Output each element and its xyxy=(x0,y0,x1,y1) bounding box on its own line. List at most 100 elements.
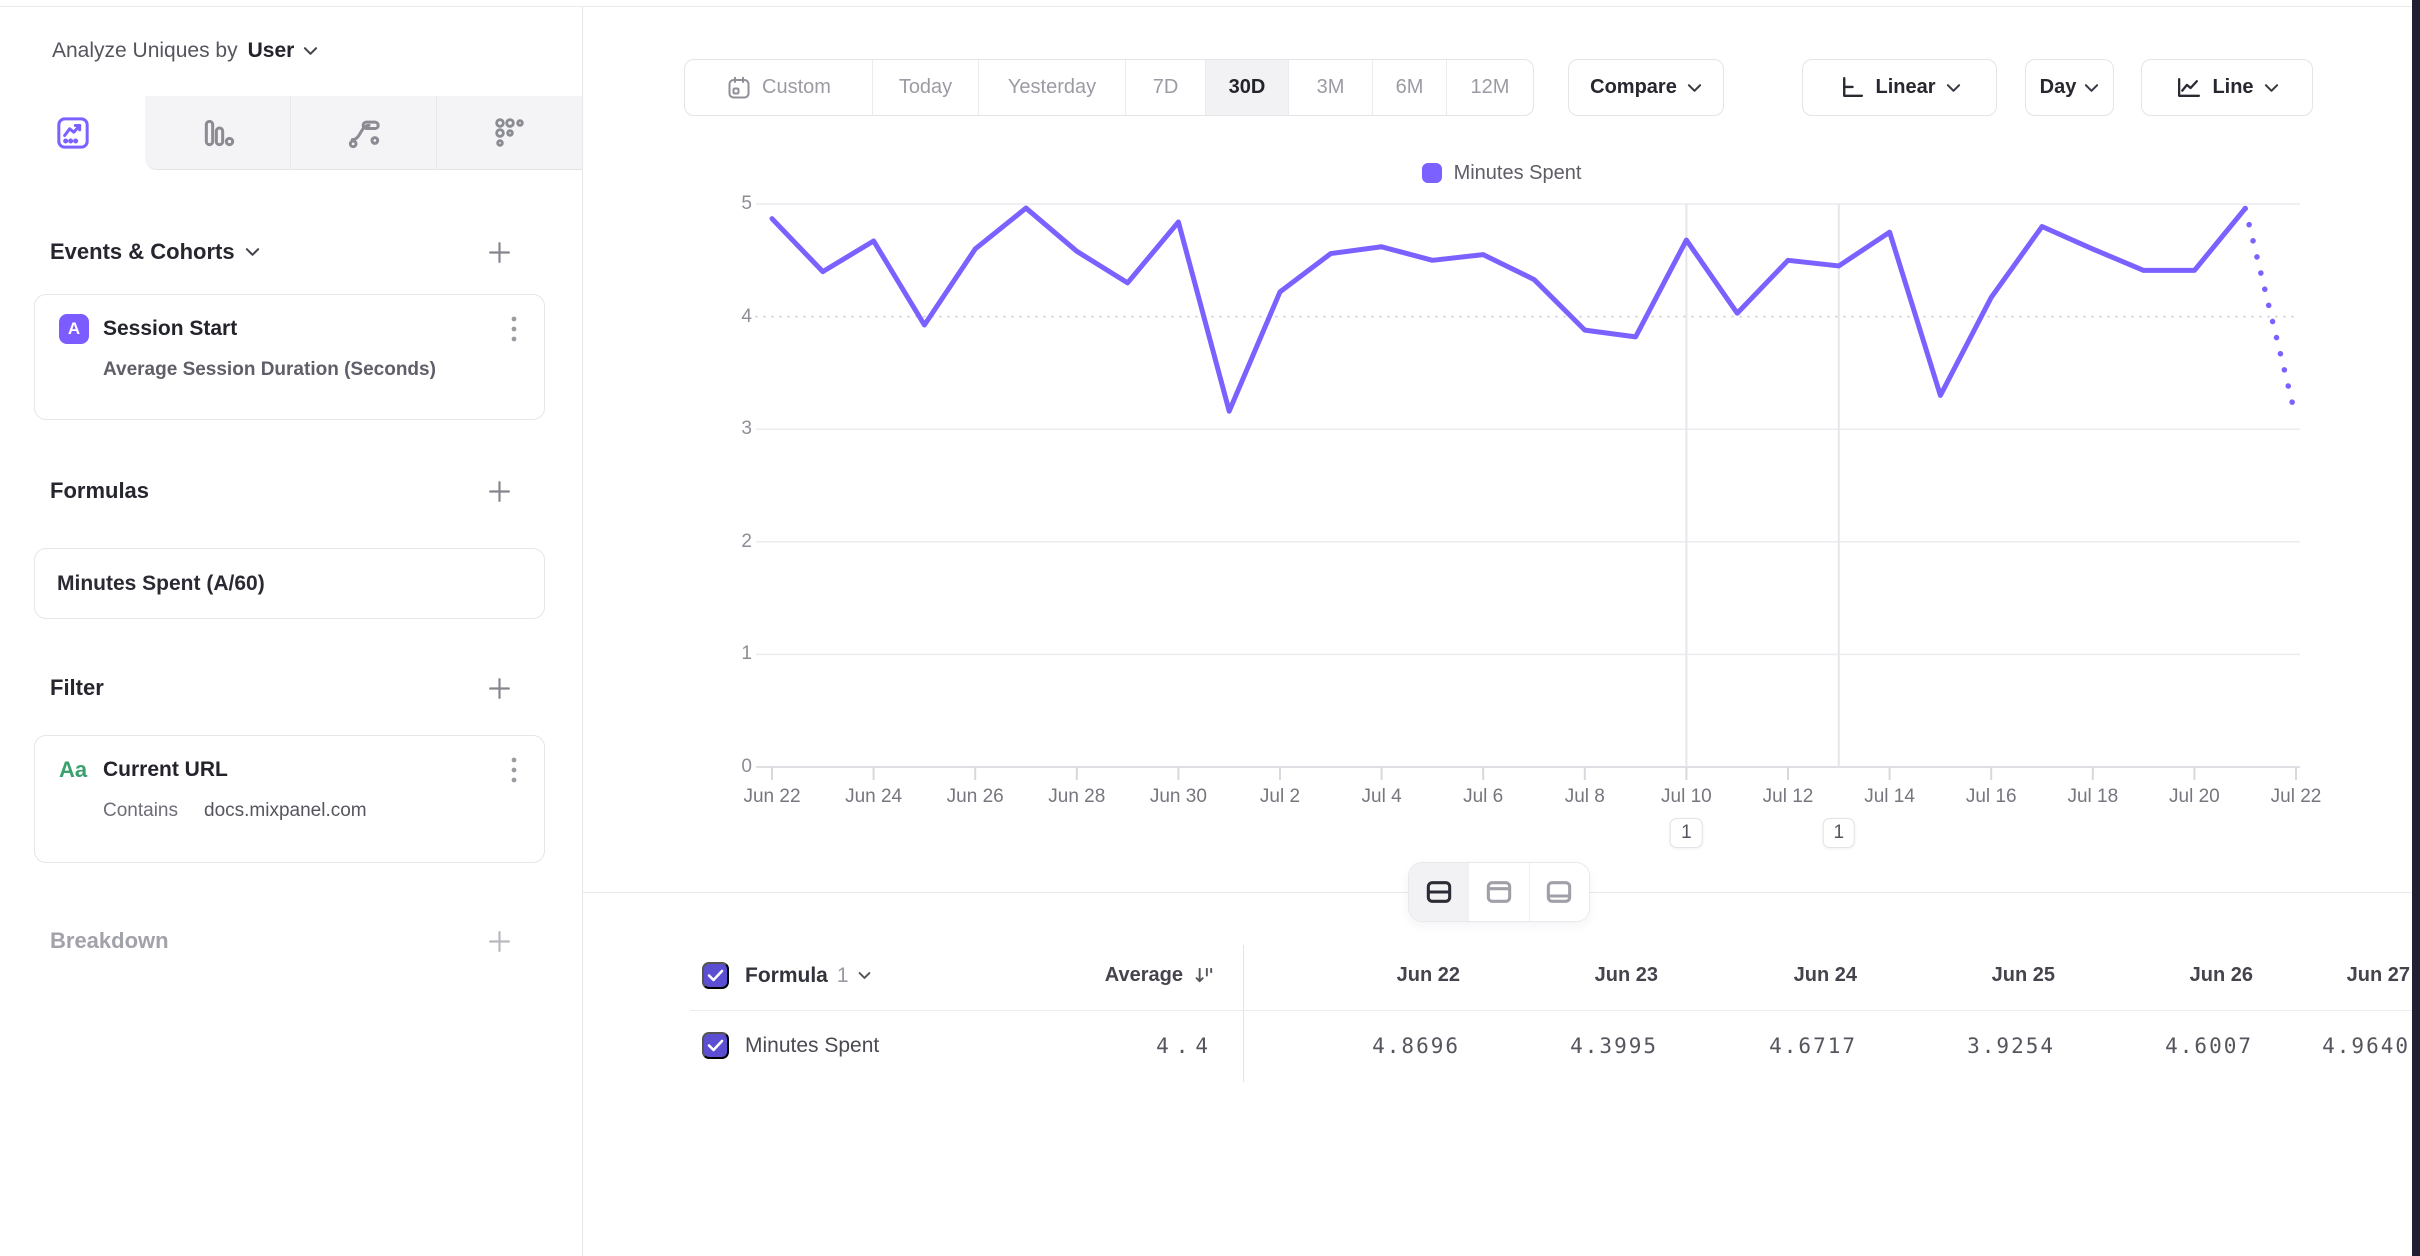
x-tick-label: Jul 6 xyxy=(1463,786,1504,807)
filter-value[interactable]: docs.mixpanel.com xyxy=(204,800,367,821)
event-title: Session Start xyxy=(103,317,238,340)
average-label: Average xyxy=(1104,964,1183,986)
chevron-down-icon xyxy=(245,247,260,257)
chevron-down-icon xyxy=(303,46,318,56)
row-checkbox-minutes-spent[interactable] xyxy=(702,1032,729,1059)
scale-label: Linear xyxy=(1875,76,1936,98)
legend-label: Minutes Spent xyxy=(1453,161,1582,184)
layout-split-view-button[interactable] xyxy=(1409,863,1470,921)
frozen-column-divider xyxy=(1243,945,1244,1082)
chevron-down-icon xyxy=(1687,83,1702,93)
line-chart-type-icon xyxy=(2175,74,2202,101)
x-tick-label: Jun 24 xyxy=(845,786,903,807)
formula-group-dropdown[interactable]: Formula 1 xyxy=(745,941,871,1010)
average-value: 4.4 xyxy=(1156,1034,1215,1058)
range-option-label: 3M xyxy=(1316,76,1345,98)
x-tick-label: Jun 26 xyxy=(946,786,1004,807)
range-option-30d[interactable]: 30D xyxy=(1206,60,1289,115)
analyze-by-dropdown[interactable]: User xyxy=(248,39,319,63)
scale-dropdown[interactable]: Linear xyxy=(1802,59,1997,116)
formula-card[interactable]: Minutes Spent (A/60) xyxy=(34,548,545,619)
formula-group-checkbox[interactable] xyxy=(702,962,729,989)
date-range-control: Custom Today Yesterday 7D 30D 3M 6M 12M xyxy=(684,59,1534,116)
tab-funnels[interactable] xyxy=(145,96,290,170)
add-formula-button[interactable] xyxy=(486,478,513,505)
date-column-header[interactable]: Jun 22 xyxy=(1396,964,1460,986)
formula-card-title: Minutes Spent (A/60) xyxy=(57,571,265,595)
range-option-custom[interactable]: Custom xyxy=(685,60,873,115)
add-event-button[interactable] xyxy=(486,239,513,266)
date-column-value: 4.9640 xyxy=(2322,1034,2410,1058)
chevron-down-icon xyxy=(2084,83,2099,93)
flows-icon xyxy=(344,113,384,153)
x-tick-label: Jun 22 xyxy=(743,786,801,807)
tab-insights[interactable] xyxy=(0,96,145,170)
window-top-border xyxy=(0,6,2420,7)
filter-card-current-url[interactable]: Aa Current URL Contains docs.mixpanel.co… xyxy=(34,735,545,863)
sidebar: Analyze Uniques by User xyxy=(0,7,583,1256)
average-column-header[interactable]: Average xyxy=(1000,941,1215,1010)
annotation-count-badge[interactable]: 1 xyxy=(1670,818,1703,848)
range-option-label: 30D xyxy=(1228,76,1266,98)
tab-retention[interactable] xyxy=(436,96,582,170)
range-option-label: 7D xyxy=(1152,76,1179,98)
x-tick-label: Jul 12 xyxy=(1762,786,1814,807)
add-filter-button[interactable] xyxy=(486,675,513,702)
y-tick-label: 1 xyxy=(741,643,752,665)
chart-legend: Minutes Spent xyxy=(583,158,2420,188)
event-aggregation-label[interactable]: Average Session Duration (Seconds) xyxy=(103,359,436,380)
x-tick-label: Jul 10 xyxy=(1661,786,1712,807)
x-tick-label: Jul 14 xyxy=(1864,786,1915,807)
layout-chart-only-button[interactable] xyxy=(1469,863,1530,921)
filter-kebab-menu[interactable] xyxy=(510,755,518,785)
events-section-header: Events & Cohorts xyxy=(50,229,513,275)
incomplete-period-dotted-segment xyxy=(2242,205,2299,421)
range-option-today[interactable]: Today xyxy=(873,60,979,115)
x-tick-label: Jun 30 xyxy=(1149,786,1207,807)
range-option-label: Today xyxy=(898,76,953,98)
date-column-header[interactable]: Jun 27 xyxy=(2346,964,2410,986)
date-column-header[interactable]: Jun 23 xyxy=(1594,964,1658,986)
formula-group-label: Formula xyxy=(745,963,828,987)
retention-dots-icon xyxy=(490,113,530,153)
range-option-6m[interactable]: 6M xyxy=(1373,60,1447,115)
range-option-yesterday[interactable]: Yesterday xyxy=(979,60,1126,115)
funnels-bars-icon xyxy=(198,113,238,153)
formula-group-number: 1 xyxy=(836,963,849,987)
x-tick-label: Jun 28 xyxy=(1048,786,1106,807)
x-tick-label: Jul 22 xyxy=(2270,786,2322,807)
granularity-dropdown[interactable]: Day xyxy=(2025,59,2114,116)
y-tick-label: 3 xyxy=(741,418,752,440)
chevron-down-icon xyxy=(858,971,871,980)
range-option-12m[interactable]: 12M xyxy=(1447,60,1533,115)
range-option-3m[interactable]: 3M xyxy=(1289,60,1373,115)
x-tick-label: Jul 4 xyxy=(1361,786,1402,807)
formulas-section-header: Formulas xyxy=(50,468,513,514)
add-breakdown-button[interactable] xyxy=(486,928,513,955)
y-tick-label: 0 xyxy=(741,756,752,777)
annotation-count-badge[interactable]: 1 xyxy=(1822,818,1856,848)
date-column-value: 4.8696 xyxy=(1372,1034,1460,1058)
event-card-session-start[interactable]: A Session Start Average Session Duration… xyxy=(34,294,545,420)
compare-label: Compare xyxy=(1590,76,1677,98)
granularity-label: Day xyxy=(2039,76,2077,98)
filter-section-header: Filter xyxy=(50,665,513,711)
date-column-header[interactable]: Jun 25 xyxy=(1991,964,2055,986)
y-tick-label: 2 xyxy=(741,530,752,552)
events-section-title[interactable]: Events & Cohorts xyxy=(50,239,235,264)
layout-table-only-button[interactable] xyxy=(1529,863,1589,921)
event-kebab-menu[interactable] xyxy=(510,314,518,344)
range-option-7d[interactable]: 7D xyxy=(1126,60,1206,115)
window-right-edge xyxy=(2412,0,2420,1256)
chart-type-dropdown[interactable]: Line xyxy=(2141,59,2313,116)
event-letter-badge: A xyxy=(59,314,89,344)
compare-dropdown[interactable]: Compare xyxy=(1568,59,1724,116)
tab-flows[interactable] xyxy=(290,96,436,170)
table-header-divider xyxy=(690,1010,2420,1011)
date-column-header[interactable]: Jun 26 xyxy=(2189,964,2253,986)
analyze-uniques-label: Analyze Uniques by xyxy=(52,39,238,62)
date-column-value: 4.6717 xyxy=(1769,1034,1857,1058)
date-column-header[interactable]: Jun 24 xyxy=(1793,964,1857,986)
filter-operator[interactable]: Contains xyxy=(103,800,178,821)
